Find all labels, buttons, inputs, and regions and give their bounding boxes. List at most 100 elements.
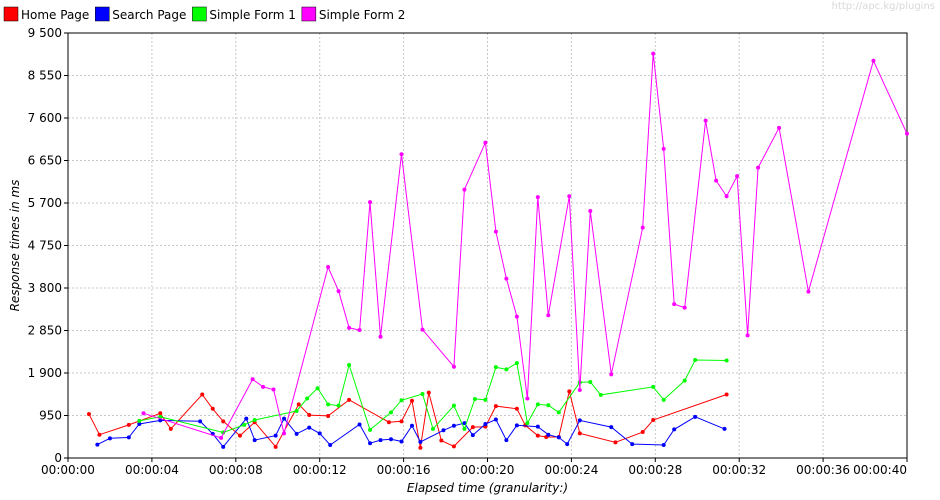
data-point <box>347 362 352 367</box>
data-point <box>221 444 226 449</box>
data-point <box>514 406 519 411</box>
data-point <box>493 404 498 409</box>
data-point <box>409 423 414 428</box>
data-point <box>305 396 310 401</box>
data-point <box>556 435 561 440</box>
data-point <box>126 435 131 440</box>
data-point <box>714 178 719 183</box>
data-point <box>651 417 656 422</box>
data-point <box>514 314 519 319</box>
data-point <box>546 432 551 437</box>
data-point <box>242 422 247 427</box>
series-simple-form-2 <box>141 51 909 440</box>
x-tick-label: 00:00:40 <box>853 463 907 477</box>
data-point <box>237 433 242 438</box>
data-point <box>598 392 603 397</box>
y-tick-label: 9 500 <box>28 26 62 40</box>
data-point <box>378 334 383 339</box>
x-axis: 00:00:00 00:00:04 00:00:08 00:00:12 00:00:16… <box>41 458 908 477</box>
legend-swatch <box>95 6 110 22</box>
data-point <box>504 276 509 281</box>
data-point <box>347 325 352 330</box>
data-point <box>525 421 530 426</box>
x-tick-label: 00:00:00 <box>41 463 95 477</box>
data-point <box>535 433 540 438</box>
x-tick-label: 00:00:08 <box>209 463 263 477</box>
data-point <box>577 431 582 436</box>
data-point <box>273 433 278 438</box>
data-point <box>296 402 301 407</box>
data-point <box>514 423 519 428</box>
y-tick-label: 5 700 <box>28 196 62 210</box>
data-point <box>357 328 362 333</box>
data-point <box>546 403 551 408</box>
data-point <box>399 419 404 424</box>
series-layer <box>86 51 909 450</box>
legend-swatch <box>3 6 19 22</box>
data-point <box>315 386 320 391</box>
data-point <box>756 165 761 170</box>
data-point <box>651 384 656 389</box>
data-point <box>462 426 467 431</box>
data-point <box>630 442 635 447</box>
data-point <box>565 442 570 447</box>
data-point <box>107 436 112 441</box>
data-point <box>672 427 677 432</box>
data-point <box>307 425 312 430</box>
data-point <box>95 442 100 447</box>
x-tick-label: 00:00:28 <box>628 463 682 477</box>
data-point <box>210 406 215 411</box>
data-point <box>693 358 698 363</box>
y-tick-label: 6 650 <box>28 154 62 168</box>
data-point <box>441 428 446 433</box>
data-point <box>588 379 593 384</box>
data-point <box>420 392 425 397</box>
data-point <box>724 358 729 363</box>
data-point <box>525 396 530 401</box>
data-point <box>546 313 551 318</box>
x-tick-label: 00:00:16 <box>377 463 431 477</box>
data-point <box>399 152 404 157</box>
data-point <box>470 433 475 438</box>
x-axis-title: Elapsed time (granularity:) <box>407 481 568 495</box>
data-point <box>250 377 255 382</box>
data-point <box>472 396 477 401</box>
data-point <box>462 187 467 192</box>
data-point <box>493 417 498 422</box>
data-point <box>418 445 423 450</box>
data-point <box>271 387 276 392</box>
data-point <box>470 425 475 430</box>
legend-label: Simple Form 2 <box>319 8 405 22</box>
data-point <box>389 410 394 415</box>
watermark-text: http://apc.kg/plugins <box>832 1 935 12</box>
y-tick-label: 4 750 <box>28 239 62 253</box>
data-point <box>493 229 498 234</box>
legend-label: Home Page <box>21 8 89 22</box>
data-point <box>661 443 666 448</box>
data-point <box>294 431 299 436</box>
data-point <box>651 51 656 56</box>
data-point <box>294 409 299 414</box>
series-line <box>139 359 727 434</box>
data-point <box>535 402 540 407</box>
data-point <box>282 416 287 421</box>
data-point <box>806 289 811 294</box>
data-point <box>378 438 383 443</box>
data-point <box>368 200 373 205</box>
y-tick-label: 7 600 <box>28 111 62 125</box>
data-point <box>567 194 572 199</box>
data-point <box>724 194 729 199</box>
legend: Home Page Search Page Simple Form 1 Simple … <box>3 6 405 22</box>
data-point <box>158 411 163 416</box>
data-point <box>514 361 519 366</box>
data-point <box>567 389 572 394</box>
legend-item: Simple Form 2 <box>301 6 405 22</box>
data-point <box>451 423 456 428</box>
data-point <box>556 410 561 415</box>
data-point <box>661 146 666 151</box>
data-point <box>661 397 666 402</box>
series-home-page <box>86 389 729 450</box>
series-line <box>88 391 727 448</box>
data-point <box>693 414 698 419</box>
